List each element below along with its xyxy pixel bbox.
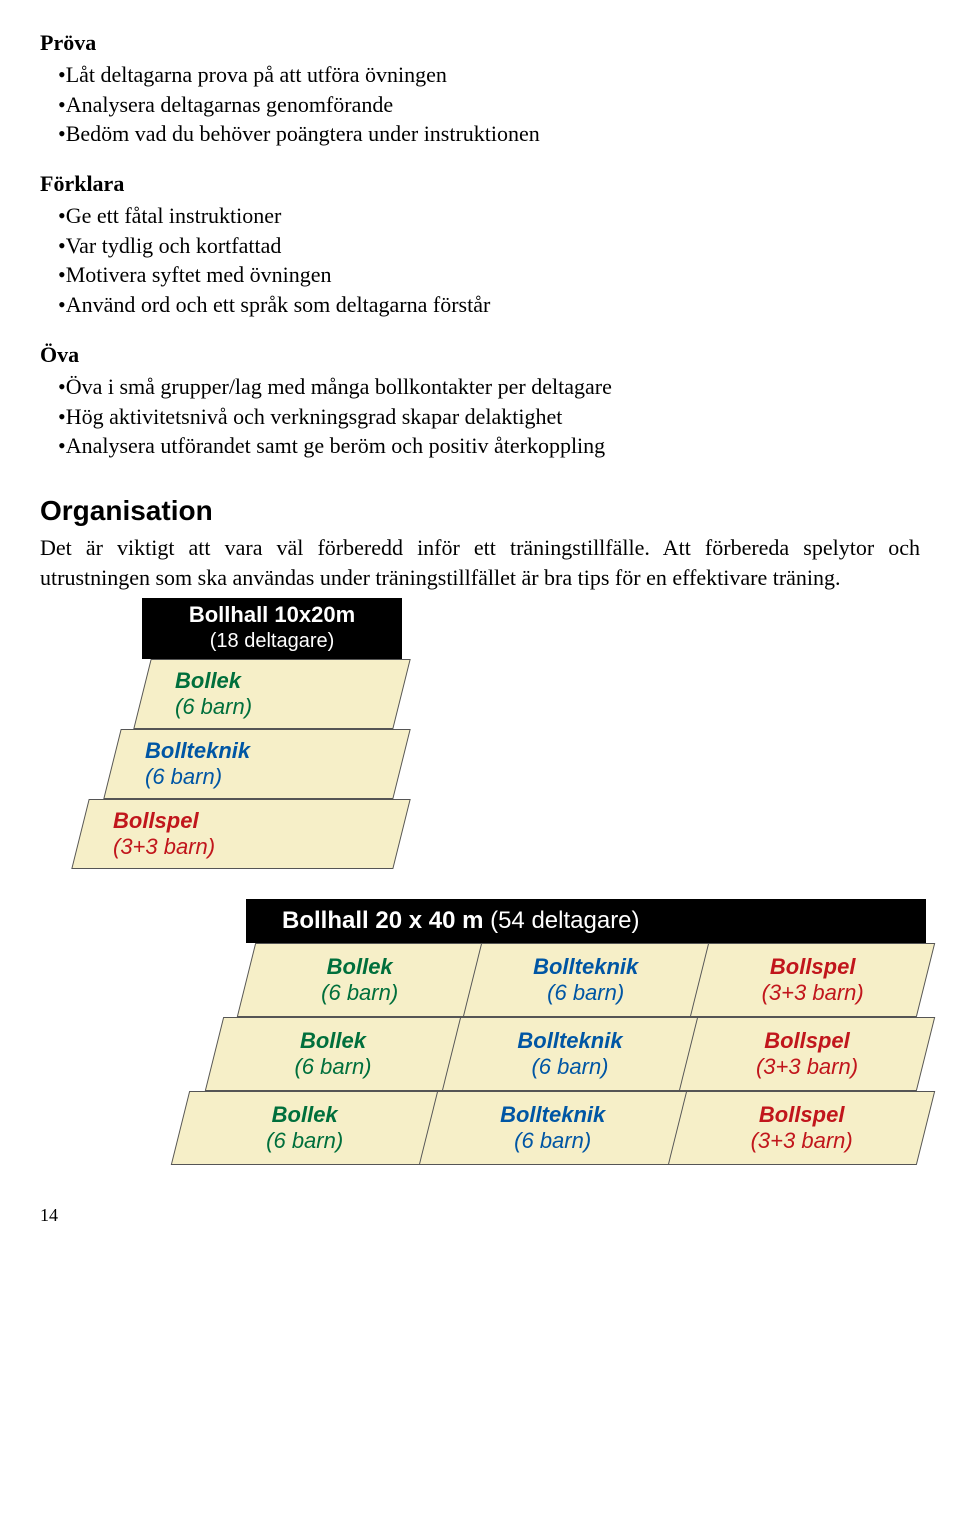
small-hall-row: Bollspel (3+3 barn) [71,799,410,869]
cell-sub: (6 barn) [145,764,401,790]
organisation-para: Det är viktigt att vara väl förberedd in… [40,533,920,592]
cell-label: Bollteknik [473,954,698,980]
large-hall-row: Bollek (6 barn) Bollteknik (6 barn) Boll… [171,1091,935,1165]
cell-sub: (6 barn) [175,694,401,720]
cell-label: Bollspel [700,954,925,980]
small-hall-row: Bollek (6 barn) [133,659,410,729]
prova-heading: Pröva [40,30,920,56]
small-hall-row: Bollteknik (6 barn) [103,729,410,799]
list-item: Låt deltagarna prova på att utföra övnin… [40,60,920,90]
large-hall-row: Bollek (6 barn) Bollteknik (6 barn) Boll… [237,943,935,1017]
large-hall-title: Bollhall 20 x 40 m [282,907,483,934]
cell-sub: (6 barn) [429,1128,676,1154]
cell-sub: (6 barn) [181,1128,428,1154]
cell-label: Bollteknik [145,738,401,764]
cell-sub: (6 barn) [473,980,698,1006]
cell-label: Bollspel [113,808,401,834]
cell-sub: (6 barn) [215,1054,451,1080]
large-hall-subtitle: (54 deltagare) [490,907,639,934]
large-hall-row: Bollek (6 barn) Bollteknik (6 barn) Boll… [205,1017,935,1091]
list-item: Bedöm vad du behöver poängtera under ins… [40,119,920,149]
page-number: 14 [40,1205,920,1226]
list-item: Analysera deltagarnas genomförande [40,90,920,120]
organisation-title: Organisation [40,495,920,527]
cell-label: Bollspel [689,1028,925,1054]
cell-label: Bollek [215,1028,451,1054]
cell-label: Bollteknik [452,1028,688,1054]
ova-heading: Öva [40,342,920,368]
list-item: Öva i små grupper/lag med många bollkont… [40,372,920,402]
large-hall-header: Bollhall 20 x 40 m (54 deltagare) [246,899,926,943]
cell-sub: (6 barn) [247,980,472,1006]
large-hall-diagram: Bollhall 20 x 40 m (54 deltagare) Bollek… [180,899,920,1165]
forklara-heading: Förklara [40,171,920,197]
list-item: Motivera syftet med övningen [40,260,920,290]
cell-sub: (3+3 barn) [113,834,401,860]
cell-label: Bollek [175,668,401,694]
small-hall-title: Bollhall 10x20m [142,598,402,630]
cell-label: Bollek [247,954,472,980]
cell-sub: (3+3 barn) [689,1054,925,1080]
cell-sub: (6 barn) [452,1054,688,1080]
list-item: Använd ord och ett språk som deltagarna … [40,290,920,320]
list-item: Analysera utförandet samt ge beröm och p… [40,431,920,461]
cell-label: Bollek [181,1102,428,1128]
list-item: Var tydlig och kortfattad [40,231,920,261]
ova-list: Öva i små grupper/lag med många bollkont… [40,372,920,461]
list-item: Hög aktivitetsnivå och verkningsgrad ska… [40,402,920,432]
small-hall-subtitle: (18 deltagare) [142,630,402,659]
cell-sub: (3+3 barn) [678,1128,925,1154]
small-hall-diagram: Bollhall 10x20m (18 deltagare) Bollek (6… [80,598,920,869]
cell-label: Bollspel [678,1102,925,1128]
cell-label: Bollteknik [429,1102,676,1128]
forklara-list: Ge ett fåtal instruktioner Var tydlig oc… [40,201,920,320]
list-item: Ge ett fåtal instruktioner [40,201,920,231]
prova-list: Låt deltagarna prova på att utföra övnin… [40,60,920,149]
cell-sub: (3+3 barn) [700,980,925,1006]
